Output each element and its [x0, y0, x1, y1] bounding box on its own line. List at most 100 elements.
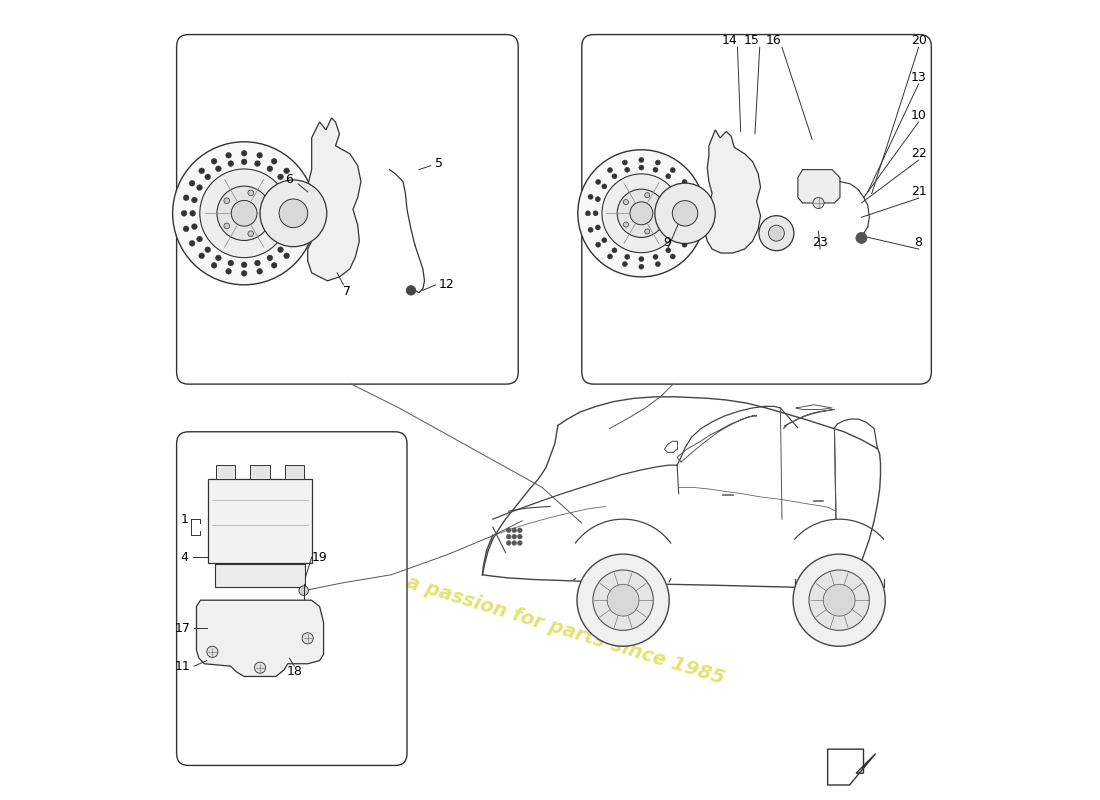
- Circle shape: [241, 159, 248, 165]
- Text: 22: 22: [911, 147, 926, 160]
- Bar: [285, 465, 304, 479]
- Circle shape: [294, 181, 299, 186]
- Circle shape: [630, 202, 652, 225]
- Circle shape: [211, 158, 217, 164]
- Circle shape: [241, 262, 248, 268]
- Text: 6: 6: [286, 173, 294, 186]
- Circle shape: [512, 534, 517, 539]
- Circle shape: [182, 210, 187, 216]
- Circle shape: [241, 270, 248, 276]
- Circle shape: [184, 226, 189, 232]
- Circle shape: [197, 185, 202, 190]
- Circle shape: [682, 179, 688, 185]
- Circle shape: [690, 227, 695, 232]
- Circle shape: [517, 541, 522, 546]
- Circle shape: [267, 255, 273, 261]
- Text: 17: 17: [174, 622, 190, 634]
- Circle shape: [197, 236, 202, 242]
- Circle shape: [191, 224, 197, 230]
- Circle shape: [226, 269, 231, 274]
- Circle shape: [595, 179, 601, 185]
- Circle shape: [205, 174, 210, 180]
- Circle shape: [607, 167, 613, 173]
- Circle shape: [690, 194, 695, 199]
- Circle shape: [675, 238, 681, 242]
- Circle shape: [658, 210, 663, 216]
- Bar: [214, 565, 306, 586]
- Circle shape: [231, 201, 257, 226]
- Circle shape: [656, 160, 660, 165]
- Circle shape: [595, 197, 601, 202]
- Circle shape: [248, 190, 254, 196]
- Circle shape: [856, 232, 867, 243]
- Text: 14: 14: [722, 34, 737, 47]
- Circle shape: [260, 180, 327, 246]
- Circle shape: [624, 222, 628, 227]
- Circle shape: [286, 236, 292, 242]
- Circle shape: [189, 241, 195, 246]
- Circle shape: [256, 153, 263, 158]
- Circle shape: [506, 541, 512, 546]
- Circle shape: [623, 160, 627, 165]
- Circle shape: [299, 586, 308, 595]
- Circle shape: [607, 254, 613, 259]
- Circle shape: [279, 199, 308, 228]
- Circle shape: [217, 186, 272, 241]
- Text: 15: 15: [744, 34, 760, 47]
- Circle shape: [299, 195, 305, 201]
- Circle shape: [224, 223, 230, 229]
- Circle shape: [506, 534, 512, 539]
- Circle shape: [639, 165, 643, 170]
- Circle shape: [692, 210, 697, 216]
- Circle shape: [517, 534, 522, 539]
- Circle shape: [602, 174, 681, 253]
- Polygon shape: [704, 130, 760, 253]
- Circle shape: [277, 247, 284, 253]
- Circle shape: [263, 210, 268, 216]
- Circle shape: [267, 166, 273, 171]
- Circle shape: [675, 184, 681, 189]
- Circle shape: [299, 226, 305, 232]
- Circle shape: [759, 216, 794, 250]
- Circle shape: [624, 199, 628, 205]
- Circle shape: [808, 570, 869, 630]
- Text: 1: 1: [180, 513, 188, 526]
- Text: 18: 18: [286, 666, 302, 678]
- Circle shape: [292, 197, 297, 203]
- Circle shape: [623, 262, 627, 266]
- Circle shape: [254, 260, 261, 266]
- Polygon shape: [308, 118, 361, 281]
- Text: 12: 12: [439, 278, 454, 291]
- Circle shape: [639, 158, 643, 162]
- Circle shape: [199, 168, 205, 174]
- Circle shape: [228, 260, 233, 266]
- FancyBboxPatch shape: [177, 432, 407, 766]
- Circle shape: [793, 554, 886, 646]
- Circle shape: [211, 262, 217, 268]
- Circle shape: [578, 150, 705, 277]
- Text: 7: 7: [342, 285, 351, 298]
- Circle shape: [639, 257, 643, 262]
- Bar: [251, 465, 270, 479]
- Circle shape: [625, 254, 630, 259]
- Circle shape: [207, 646, 218, 658]
- Circle shape: [226, 153, 231, 158]
- Bar: [208, 479, 311, 563]
- Circle shape: [190, 210, 196, 216]
- Circle shape: [200, 169, 288, 258]
- Circle shape: [588, 194, 593, 199]
- Circle shape: [184, 195, 189, 201]
- Circle shape: [656, 262, 660, 266]
- Circle shape: [682, 197, 688, 202]
- Circle shape: [191, 197, 197, 203]
- Text: 19: 19: [311, 550, 328, 564]
- Circle shape: [286, 185, 292, 190]
- Circle shape: [645, 193, 650, 198]
- Circle shape: [654, 183, 715, 243]
- Circle shape: [284, 168, 289, 174]
- Circle shape: [593, 210, 598, 216]
- Circle shape: [684, 210, 690, 216]
- Circle shape: [406, 286, 416, 295]
- Circle shape: [645, 229, 650, 234]
- Circle shape: [595, 242, 601, 247]
